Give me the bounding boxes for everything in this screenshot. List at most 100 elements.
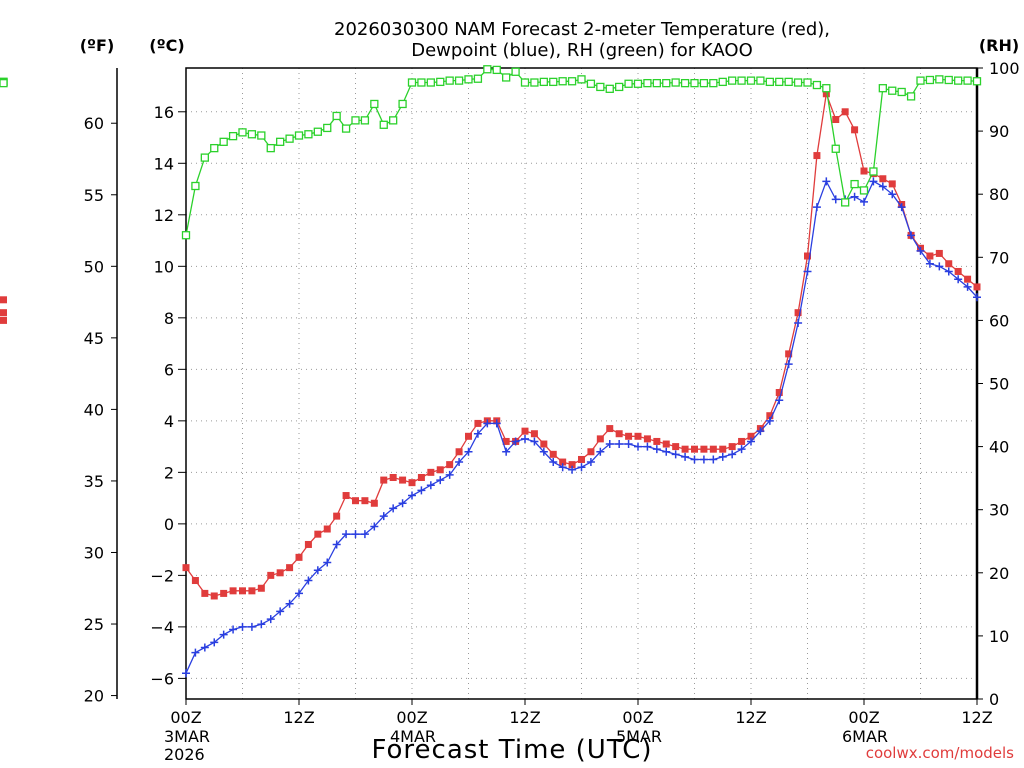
dewpoint-point [436, 476, 445, 485]
temperature-point [465, 432, 472, 440]
temperature-point [361, 497, 369, 505]
temperature-point [530, 430, 538, 438]
rh-point [737, 76, 746, 85]
rh-point [454, 76, 464, 85]
temperature-point [681, 445, 689, 453]
celsius-tick-label: 0 [164, 515, 174, 534]
rh-point [596, 82, 605, 92]
rh-unit-label: (RH) [979, 36, 1019, 55]
dewpoint-point [925, 259, 934, 268]
rh-point [558, 77, 567, 86]
dewpoint-point [313, 566, 322, 575]
temperature-point [333, 512, 341, 520]
fahrenheit-tick-label: 60 [84, 114, 104, 133]
rh-point [483, 65, 492, 74]
tick-labels: −6 −4 −2 0 2 4 6 8 10 12 14 16 20 25 30 35 40 45 50 55 60 0 10… [84, 59, 1020, 764]
credit-text: coolwx.com/models [866, 744, 1014, 762]
rh-tick-label: 100 [989, 59, 1020, 78]
dewpoint-point [379, 512, 388, 521]
rh-point [304, 130, 313, 139]
dewpoint-point [765, 416, 774, 425]
temperature-point [229, 587, 237, 595]
rh-point [963, 76, 972, 85]
temperature-point [220, 589, 228, 597]
dewpoint-point [596, 447, 605, 456]
dewpoint-point [483, 419, 492, 428]
rh-point [954, 76, 963, 85]
rh-point [690, 78, 699, 88]
celsius-tick-label: −6 [150, 669, 174, 688]
rh-point [426, 78, 435, 87]
dewpoint-point [182, 669, 190, 678]
rh-point [972, 77, 982, 86]
dewpoint-point [699, 455, 708, 464]
temperature-point [559, 458, 567, 466]
rh-point [219, 137, 228, 146]
temperature-point [0, 296, 7, 304]
rh-point [210, 143, 219, 153]
dewpoint-point [370, 522, 379, 531]
rh-point [360, 116, 370, 125]
data-series [0, 65, 982, 678]
rh-tick-label: 30 [989, 501, 1009, 520]
rh-point [615, 82, 624, 92]
temperature-point [860, 167, 868, 175]
x-tick-label: 12Z [735, 708, 766, 727]
temperature-point [191, 577, 199, 585]
temperature-point [888, 180, 896, 188]
rh-point [549, 77, 558, 87]
dewpoint-point [238, 622, 247, 631]
dewpoint-point [455, 458, 464, 467]
rh-point [633, 79, 643, 88]
temperature-point [455, 448, 463, 456]
dewpoint-point [605, 440, 614, 449]
dewpoint-point [342, 530, 351, 539]
temperature-point [691, 445, 698, 453]
dewpoint-point [549, 458, 558, 467]
rh-point [294, 131, 304, 140]
dewpoint-point [323, 558, 332, 567]
temperature-point [945, 260, 953, 268]
dewpoint-point [530, 437, 539, 446]
dewpoint-point [417, 486, 426, 495]
celsius-tick-label: 12 [154, 206, 174, 225]
rh-point [464, 75, 473, 84]
dewpoint-point [747, 437, 755, 446]
temperature-point [446, 461, 454, 469]
temperature-point [964, 275, 972, 283]
temperature-point [794, 309, 802, 317]
temperature-point [540, 440, 548, 448]
dewpoint-point [897, 203, 906, 212]
temperature-point [267, 571, 275, 579]
rh-point [831, 144, 840, 153]
x-tick-label: 00Z [170, 708, 201, 727]
temperature-point [625, 432, 633, 440]
dewpoint-point [210, 638, 219, 647]
dewpoint-point [360, 530, 369, 539]
rh-point [624, 79, 633, 88]
dewpoint-point [200, 643, 209, 652]
temperature-point [502, 437, 510, 445]
x-tick-date-label: 4MAR [390, 727, 436, 746]
rh-point [925, 75, 935, 85]
dewpoint-point [944, 267, 953, 276]
dewpoint-point [511, 437, 520, 446]
dewpoint-point [907, 231, 916, 240]
dewpoint-point [445, 470, 454, 479]
rh-point [728, 76, 737, 85]
temperature-point [606, 425, 614, 433]
temperature-point [578, 455, 585, 463]
rh-point [473, 74, 483, 83]
temperature-point [0, 316, 7, 324]
dewpoint-point [775, 396, 784, 405]
dewpoint-point [398, 499, 407, 508]
x-axis-title: Forecast Time (UTC) [371, 735, 652, 765]
rh-point [869, 167, 878, 176]
x-tick-date-label: 6MAR [842, 727, 888, 746]
dewpoint-point [568, 465, 577, 474]
rh-point [859, 186, 869, 195]
temperature-point [766, 412, 774, 420]
celsius-tick-label: 6 [164, 360, 174, 379]
dewpoint-point [408, 491, 416, 500]
temperature-point [399, 476, 407, 484]
